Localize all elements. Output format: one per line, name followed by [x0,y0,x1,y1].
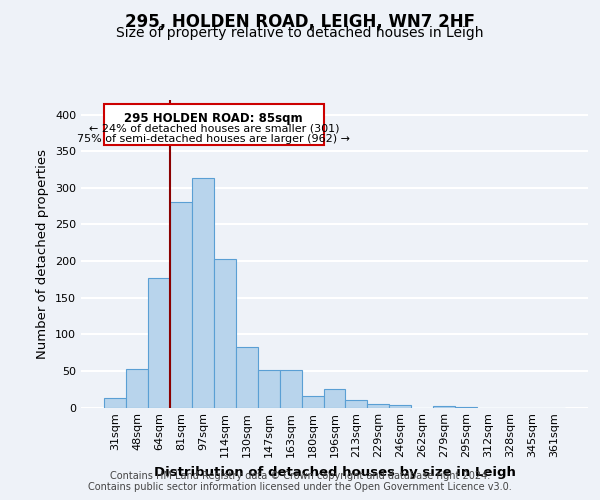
Bar [192,178,214,408]
Bar [433,406,455,407]
Bar [389,404,412,407]
Bar [367,404,389,407]
Bar [280,370,302,408]
Text: Contains public sector information licensed under the Open Government Licence v3: Contains public sector information licen… [88,482,512,492]
Y-axis label: Number of detached properties: Number of detached properties [37,149,49,359]
Bar [455,407,477,408]
X-axis label: Distribution of detached houses by size in Leigh: Distribution of detached houses by size … [154,466,515,479]
Bar [104,398,126,407]
Bar [323,389,346,407]
Text: 75% of semi-detached houses are larger (962) →: 75% of semi-detached houses are larger (… [77,134,350,144]
Text: ← 24% of detached houses are smaller (301): ← 24% of detached houses are smaller (30… [89,124,339,134]
FancyBboxPatch shape [104,104,323,146]
Bar [257,370,280,408]
Bar [346,400,367,407]
Bar [236,348,257,408]
Bar [214,259,236,408]
Bar [148,278,170,407]
Text: Size of property relative to detached houses in Leigh: Size of property relative to detached ho… [116,26,484,40]
Bar [302,396,323,407]
Text: Contains HM Land Registry data © Crown copyright and database right 2024.: Contains HM Land Registry data © Crown c… [110,471,490,481]
Bar [170,202,192,408]
Text: 295, HOLDEN ROAD, LEIGH, WN7 2HF: 295, HOLDEN ROAD, LEIGH, WN7 2HF [125,12,475,30]
Text: 295 HOLDEN ROAD: 85sqm: 295 HOLDEN ROAD: 85sqm [124,112,303,126]
Bar [126,368,148,408]
